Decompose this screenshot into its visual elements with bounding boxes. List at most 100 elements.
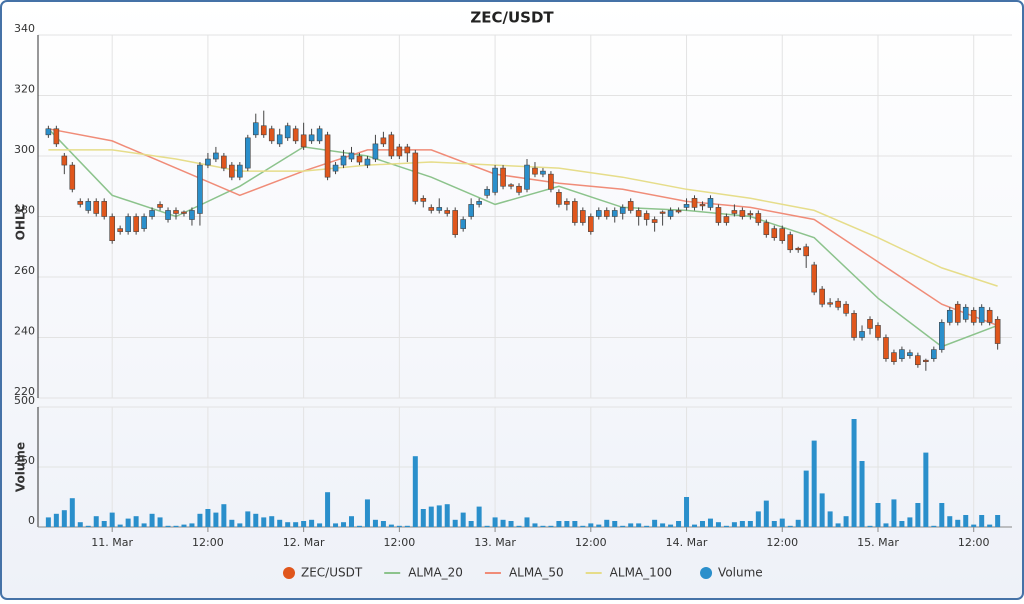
candle-body <box>101 201 108 217</box>
volume-bar <box>221 504 227 527</box>
volume-bar <box>508 521 514 527</box>
volume-bar <box>372 519 378 527</box>
y2-tick-label: 500 <box>14 394 35 407</box>
volume-bar <box>428 506 434 527</box>
legend-label: ALMA_50 <box>509 566 564 580</box>
volume-bar <box>468 521 474 527</box>
volume-bar <box>907 517 913 527</box>
candle-body <box>45 128 52 136</box>
x-tick-label: 12. Mar <box>283 536 325 549</box>
volume-bar <box>731 522 737 527</box>
volume-bar <box>333 523 339 527</box>
candle-body <box>643 213 650 220</box>
candle-body <box>284 125 291 139</box>
volume-bar <box>285 522 291 527</box>
candle-body <box>707 198 714 208</box>
volume-bar <box>596 524 602 527</box>
volume-bar <box>715 522 721 527</box>
legend-symbol <box>700 567 713 579</box>
volume-bar <box>612 521 618 527</box>
candle-body <box>603 210 610 217</box>
candle-body <box>723 216 730 223</box>
y-axis-title: OHLC <box>14 203 28 240</box>
candle-body <box>899 349 905 359</box>
candle-body <box>117 228 123 232</box>
y-tick-label: 340 <box>14 22 35 35</box>
volume-bar <box>540 525 546 527</box>
candle-body <box>883 337 889 359</box>
candle-body <box>173 210 179 214</box>
candle-body <box>787 234 794 251</box>
candle-body <box>691 198 698 208</box>
volume-bar <box>971 524 977 527</box>
volume-bar <box>891 499 897 527</box>
volume-bar <box>356 525 362 527</box>
volume-bar <box>819 493 825 527</box>
volume-bar <box>979 515 985 527</box>
volume-bar <box>309 519 315 527</box>
candle-body <box>308 134 315 142</box>
x-tick-label: 12:00 <box>575 536 607 549</box>
volume-bar <box>317 523 323 527</box>
candle-body <box>516 185 522 193</box>
candle-body <box>843 303 849 314</box>
volume-bar <box>875 503 881 527</box>
candle-body <box>276 134 283 145</box>
volume-bar <box>476 506 482 527</box>
volume-bar <box>915 503 921 527</box>
candle-body <box>970 309 977 323</box>
candle-body <box>53 128 60 145</box>
candle-body <box>779 228 786 242</box>
candle-body <box>994 319 1001 344</box>
volume-bar <box>85 525 91 527</box>
candle-body <box>907 352 913 356</box>
y-tick-label: 320 <box>14 83 35 96</box>
volume-bar <box>628 523 634 527</box>
candle-body <box>667 210 674 217</box>
x-tick-label: 15. Mar <box>857 536 899 549</box>
candle-body <box>149 210 155 217</box>
x-tick-label: 13. Mar <box>474 536 516 549</box>
candle-body <box>484 188 490 196</box>
volume-bar <box>604 519 610 527</box>
volume-bar <box>181 524 187 527</box>
volume-bar <box>253 513 259 527</box>
x-tick-label: 14. Mar <box>666 536 708 549</box>
volume-bar <box>45 517 51 527</box>
candle-body <box>229 164 235 178</box>
volume-bar <box>69 498 75 527</box>
volume-bar <box>460 512 466 527</box>
volume-bar <box>101 521 107 527</box>
volume-bar <box>157 517 163 527</box>
candle-body <box>611 210 618 217</box>
candle-body <box>556 192 562 205</box>
volume-bar <box>851 419 857 527</box>
volume-bar <box>795 519 801 527</box>
volume-bar <box>572 521 578 527</box>
volume-bar <box>229 519 235 527</box>
volume-bar <box>739 521 745 527</box>
candle-body <box>244 137 251 169</box>
candle-body <box>819 288 825 305</box>
candle-body <box>197 164 203 214</box>
candle-body <box>181 211 187 214</box>
volume-bar <box>277 519 283 527</box>
volume-bar <box>564 521 570 527</box>
volume-bar <box>644 525 650 527</box>
candle-body <box>300 134 307 148</box>
candle-body <box>978 306 985 323</box>
candle-body <box>492 167 498 193</box>
y-tick-label: 260 <box>14 264 35 277</box>
volume-bar <box>652 519 658 527</box>
candle-body <box>292 128 299 142</box>
candle-body <box>404 146 411 154</box>
candle-body <box>739 210 746 217</box>
y2-tick-label: 0 <box>28 514 35 527</box>
candle-body <box>508 184 514 187</box>
volume-bar <box>197 513 203 527</box>
volume-bar <box>213 512 219 527</box>
volume-bar <box>899 521 905 527</box>
candle-body <box>388 134 395 157</box>
volume-bar <box>53 513 59 527</box>
